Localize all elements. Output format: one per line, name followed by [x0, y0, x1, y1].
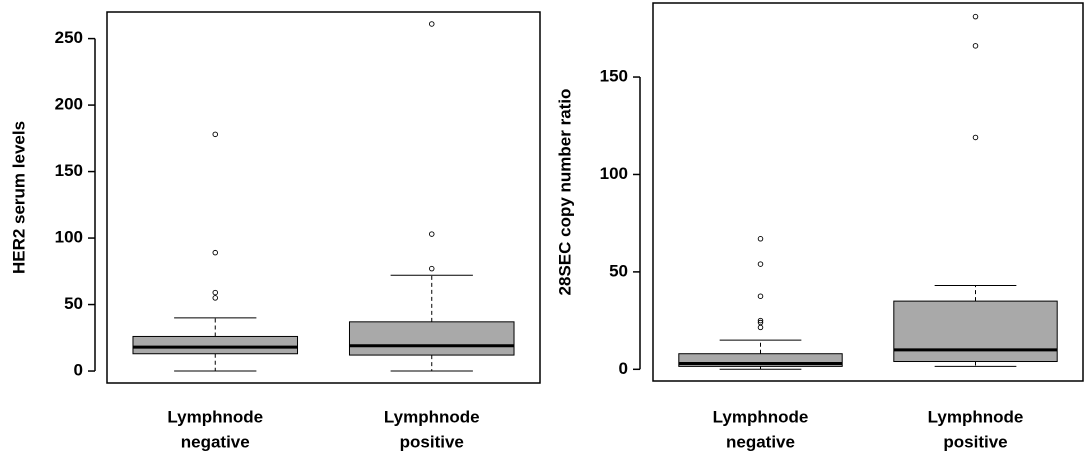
y-tick-label: 250 — [55, 28, 83, 47]
outlier — [757, 261, 764, 267]
outlier — [972, 13, 979, 20]
outlier — [212, 131, 218, 138]
outlier — [757, 317, 764, 324]
plot-frame — [106, 11, 541, 384]
box — [348, 321, 515, 356]
outlier — [757, 236, 764, 242]
outlier — [212, 289, 218, 296]
outlier — [429, 231, 435, 237]
y-axis-label: 28SEC copy number ratio — [555, 89, 574, 296]
x-tick-label: Lymphnode — [928, 407, 1024, 426]
y-tick-label: 100 — [600, 164, 628, 183]
y-tick-label: 50 — [609, 261, 628, 280]
x-tick-label: positive — [400, 432, 464, 451]
y-tick-label: 0 — [619, 359, 628, 378]
y-tick-label: 150 — [600, 67, 628, 86]
plot-frame — [652, 2, 1084, 382]
x-tick-label: Lymphnode — [167, 407, 263, 426]
x-tick-label: negative — [726, 432, 795, 451]
outlier — [972, 43, 979, 49]
outlier — [212, 249, 218, 256]
y-axis-label: HER2 serum levels — [9, 121, 28, 274]
box — [893, 300, 1058, 363]
y-tick-label: 0 — [74, 361, 83, 380]
x-tick-label: negative — [181, 432, 250, 451]
outlier — [429, 265, 435, 272]
y-tick-label: 100 — [55, 228, 83, 247]
y-tick-label: 50 — [64, 294, 83, 313]
outlier — [757, 293, 764, 299]
outlier — [972, 134, 979, 141]
y-tick-label: 150 — [55, 161, 83, 180]
x-tick-label: positive — [943, 432, 1007, 451]
box — [132, 335, 299, 355]
outlier — [757, 324, 764, 331]
outlier — [429, 21, 435, 27]
x-tick-label: Lymphnode — [384, 407, 480, 426]
x-tick-label: Lymphnode — [713, 407, 809, 426]
y-tick-label: 200 — [55, 95, 83, 114]
outlier — [212, 295, 218, 301]
